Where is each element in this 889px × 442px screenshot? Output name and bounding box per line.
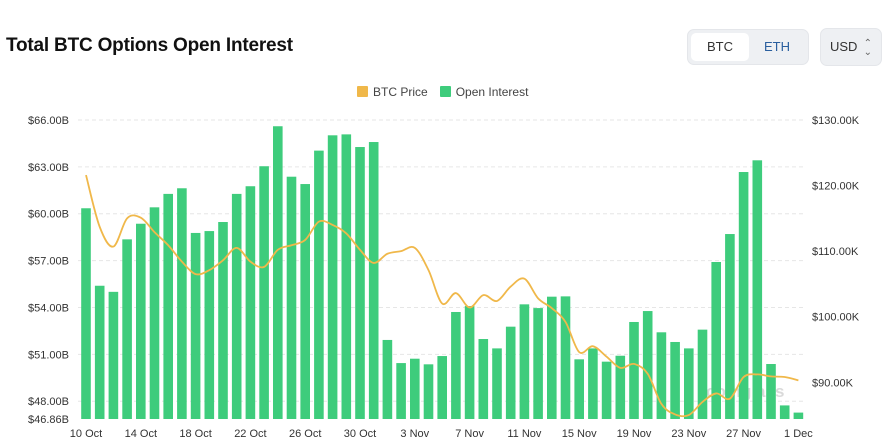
oi-bar <box>108 291 119 419</box>
x-axis-tick: 26 Oct <box>289 428 321 440</box>
oi-bar <box>437 356 447 419</box>
oi-bar <box>642 311 653 419</box>
x-axis-tick: 23 Nov <box>671 428 706 440</box>
oi-bar <box>190 232 201 419</box>
oi-bar <box>725 234 735 419</box>
right-axis-tick: $120.00K <box>812 181 860 193</box>
x-axis-tick: 27 Nov <box>726 428 761 440</box>
right-axis-tick: $100.00K <box>812 312 860 324</box>
x-axis-tick: 18 Oct <box>179 428 211 440</box>
oi-bar <box>81 208 91 419</box>
oi-bar <box>601 361 612 419</box>
oi-bar <box>560 296 571 419</box>
oi-bar <box>382 339 393 419</box>
oi-bar <box>314 150 324 420</box>
oi-bar <box>286 176 297 419</box>
x-axis-tick: 14 Oct <box>125 428 157 440</box>
oi-bar <box>752 160 763 419</box>
oi-bar <box>259 166 269 419</box>
oi-bar <box>464 306 475 419</box>
right-axis-tick: $90.00K <box>812 377 854 389</box>
page-title: Total BTC Options Open Interest <box>6 35 293 56</box>
legend-swatch-price <box>357 86 368 97</box>
left-axis-tick: $54.00B <box>28 302 69 314</box>
oi-bar <box>136 223 146 419</box>
x-axis-tick: 3 Nov <box>400 428 429 440</box>
oi-bar <box>163 193 173 419</box>
right-axis-tick: $130.00K <box>812 115 860 127</box>
oi-bar <box>533 308 543 419</box>
oi-bar <box>410 358 420 419</box>
asset-toggle: BTC ETH <box>687 29 809 65</box>
chevron-up-down-icon: ⌃ ⌄ <box>863 38 872 58</box>
oi-bar <box>629 321 639 419</box>
legend-label: Open Interest <box>455 85 529 99</box>
oi-bar <box>245 186 256 419</box>
oi-bar <box>766 364 776 419</box>
oi-bar <box>615 355 626 419</box>
oi-bar <box>355 147 365 419</box>
oi-bar <box>492 348 502 419</box>
oi-bar <box>574 359 584 419</box>
left-axis-tick: $51.00B <box>28 349 69 361</box>
oi-bar <box>697 329 708 419</box>
left-axis-tick: $46.86B <box>28 414 69 426</box>
oi-bar <box>711 262 721 419</box>
oi-bar <box>451 311 461 419</box>
currency-select[interactable]: USD ⌃ ⌄ <box>820 28 882 66</box>
legend: BTC Price Open Interest <box>357 85 528 99</box>
currency-value: USD <box>830 39 858 54</box>
oi-bar <box>684 348 694 419</box>
left-axis-tick: $63.00B <box>28 162 69 174</box>
x-axis-tick: 1 Dec <box>784 428 813 440</box>
oi-bar <box>94 285 105 419</box>
tab-btc[interactable]: BTC <box>691 33 749 61</box>
x-axis-tick: 15 Nov <box>562 428 597 440</box>
btc-price-line <box>85 174 799 418</box>
left-axis-tick: $57.00B <box>28 256 69 268</box>
x-axis-tick: 10 Oct <box>70 428 102 440</box>
oi-bar <box>368 142 379 419</box>
oi-bar <box>738 172 749 419</box>
legend-item-btc-price[interactable]: BTC Price <box>357 85 428 99</box>
oi-bar <box>793 412 804 419</box>
legend-item-open-interest[interactable]: Open Interest <box>439 85 529 99</box>
oi-bar <box>218 222 228 419</box>
legend-swatch-oi <box>439 86 451 97</box>
x-axis-tick: 30 Oct <box>344 428 376 440</box>
oi-bar <box>670 341 680 419</box>
oi-bar <box>519 304 530 419</box>
oi-bar <box>478 339 489 419</box>
left-axis-tick: $66.00B <box>28 115 69 127</box>
oi-bar <box>273 126 283 420</box>
right-axis-tick: $110.00K <box>812 246 859 258</box>
oi-bar <box>300 184 310 419</box>
legend-label: BTC Price <box>373 85 428 99</box>
left-axis-tick: $48.00B <box>28 396 69 408</box>
oi-bar <box>231 193 242 419</box>
oi-bar <box>547 296 557 419</box>
oi-bar <box>396 363 406 419</box>
tab-eth[interactable]: ETH <box>764 39 790 54</box>
x-axis-tick: 22 Oct <box>234 428 266 440</box>
oi-bar <box>505 326 516 419</box>
oi-bar <box>122 239 132 419</box>
oi-bar <box>327 135 338 419</box>
oi-bar <box>204 231 215 419</box>
oi-bar <box>177 188 187 419</box>
left-axis-tick: $60.00B <box>28 209 69 221</box>
oi-bar <box>588 348 598 419</box>
x-axis-tick: 11 Nov <box>507 428 542 440</box>
oi-bar <box>423 364 434 419</box>
oi-bar <box>779 405 790 419</box>
x-axis-tick: 7 Nov <box>455 428 484 440</box>
x-axis-tick: 19 Nov <box>617 428 652 440</box>
oi-bar <box>149 207 160 419</box>
oi-bar <box>656 332 667 419</box>
oi-bar <box>341 134 352 419</box>
